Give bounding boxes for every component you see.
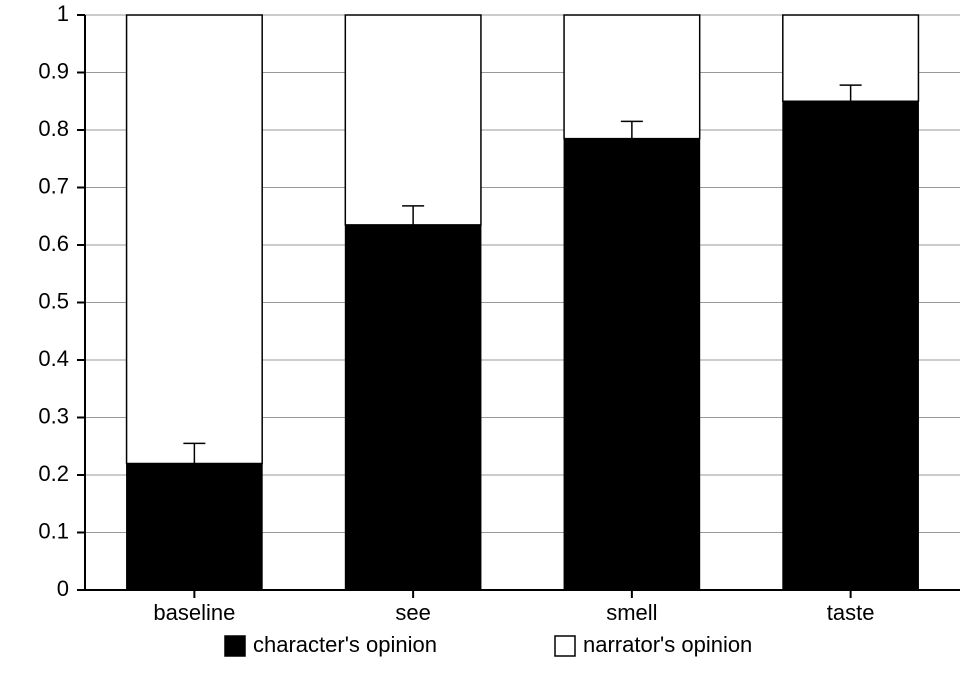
y-tick-label: 0.1 — [38, 518, 69, 543]
y-tick-label: 0.6 — [38, 231, 69, 256]
bar-narrator — [127, 15, 263, 464]
x-tick-label: taste — [827, 600, 875, 625]
x-tick-label: see — [395, 600, 430, 625]
y-tick-label: 0.3 — [38, 403, 69, 428]
y-tick-label: 0.4 — [38, 346, 69, 371]
y-tick-label: 0.2 — [38, 461, 69, 486]
y-tick-label: 0.5 — [38, 288, 69, 313]
chart-container: 0 0.1 0.2 0.3 0.4 0.5 0.6 0.7 0.8 0.9 1 baseline see… — [0, 0, 976, 676]
legend-swatch — [225, 636, 245, 656]
bar-character — [564, 139, 700, 590]
y-tick-label: 0.7 — [38, 173, 69, 198]
y-tick-label: 0 — [57, 576, 69, 601]
legend-label: narrator's opinion — [583, 632, 752, 657]
y-tick-label: 0.8 — [38, 116, 69, 141]
bar-character — [345, 225, 481, 590]
stacked-bar-chart: 0 0.1 0.2 0.3 0.4 0.5 0.6 0.7 0.8 0.9 1 baseline see… — [0, 0, 976, 676]
y-tick-label: 0.9 — [38, 58, 69, 83]
legend-label: character's opinion — [253, 632, 437, 657]
y-tick-label: 1 — [57, 1, 69, 26]
x-tick-label: baseline — [153, 600, 235, 625]
bar-narrator — [564, 15, 700, 139]
legend-swatch — [555, 636, 575, 656]
bar-narrator — [345, 15, 481, 225]
bar-character — [783, 101, 919, 590]
x-tick-label: smell — [606, 600, 657, 625]
